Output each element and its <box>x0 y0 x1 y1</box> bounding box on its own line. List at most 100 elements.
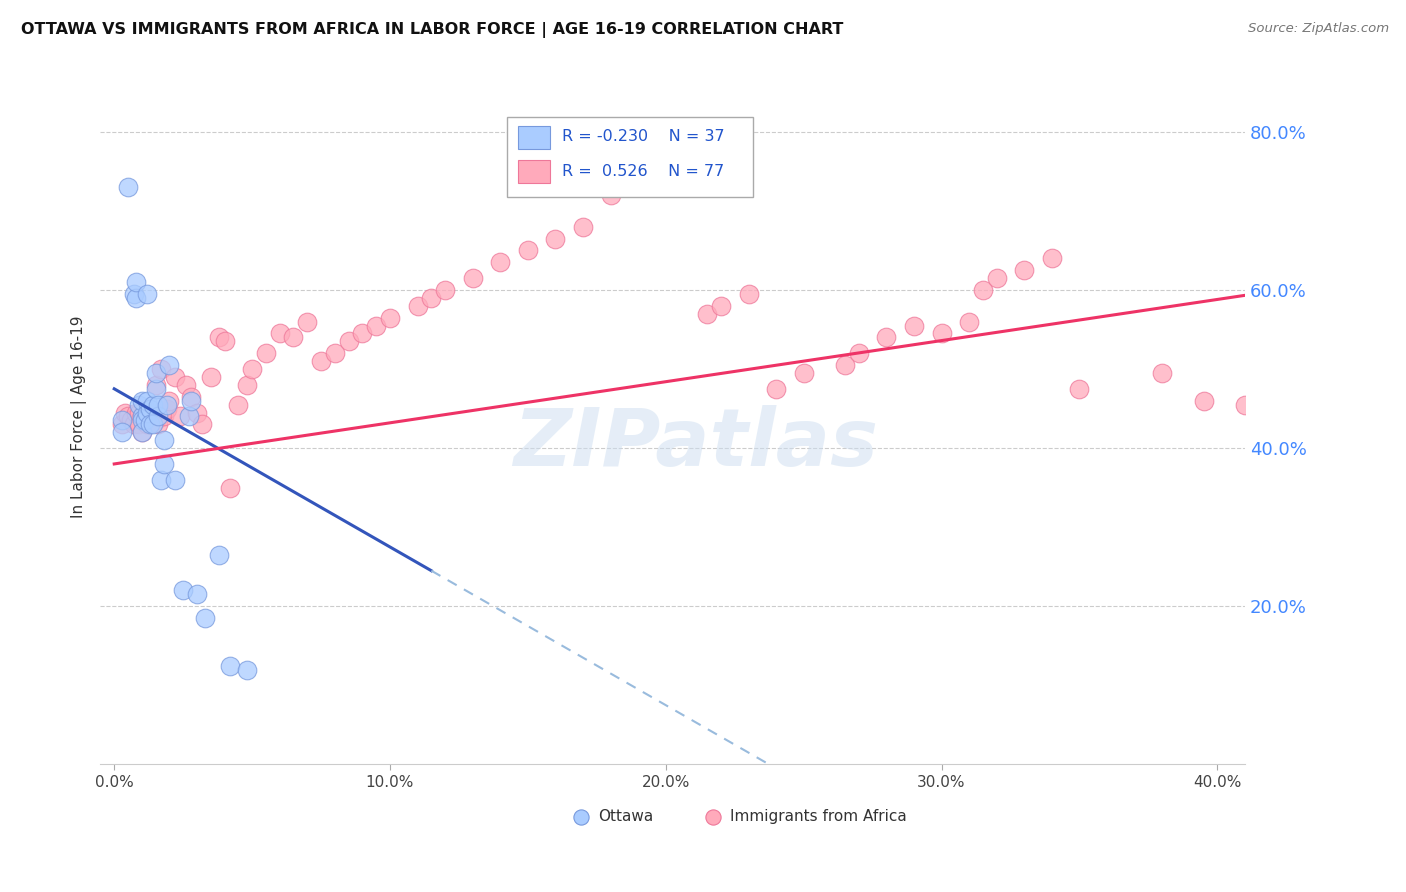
Point <box>125 275 148 289</box>
Text: Source: ZipAtlas.com: Source: ZipAtlas.com <box>1249 22 1389 36</box>
Point <box>111 425 134 440</box>
Point <box>145 413 167 427</box>
Point <box>186 587 208 601</box>
Point <box>131 425 153 440</box>
Point <box>136 405 159 419</box>
Point <box>148 417 170 432</box>
Point <box>516 244 538 258</box>
Y-axis label: In Labor Force | Age 16-19: In Labor Force | Age 16-19 <box>72 315 87 517</box>
Point <box>180 393 202 408</box>
Point <box>148 398 170 412</box>
Point <box>139 409 162 424</box>
Point <box>208 330 231 344</box>
Point <box>378 310 401 325</box>
Point <box>235 377 257 392</box>
FancyBboxPatch shape <box>506 117 752 197</box>
Point <box>489 255 512 269</box>
Text: R =  0.526    N = 77: R = 0.526 N = 77 <box>561 164 724 179</box>
Text: OTTAWA VS IMMIGRANTS FROM AFRICA IN LABOR FORCE | AGE 16-19 CORRELATION CHART: OTTAWA VS IMMIGRANTS FROM AFRICA IN LABO… <box>21 22 844 38</box>
Point <box>903 318 925 333</box>
Point <box>599 188 621 202</box>
Point <box>283 330 305 344</box>
Point <box>177 409 200 424</box>
Point <box>254 346 277 360</box>
Point <box>875 330 897 344</box>
Point <box>136 393 159 408</box>
Point <box>957 315 980 329</box>
Point <box>120 413 142 427</box>
Point <box>765 382 787 396</box>
Point <box>309 354 332 368</box>
Point <box>131 409 153 424</box>
Point <box>219 658 242 673</box>
Point <box>737 286 759 301</box>
Point <box>122 286 145 301</box>
Point <box>142 417 165 432</box>
Point <box>352 326 374 341</box>
Point <box>191 417 214 432</box>
Point <box>186 405 208 419</box>
Point <box>214 334 236 349</box>
Text: R = -0.230    N = 37: R = -0.230 N = 37 <box>561 129 724 145</box>
Point <box>235 663 257 677</box>
Text: Immigrants from Africa: Immigrants from Africa <box>730 809 907 824</box>
Point <box>139 417 162 432</box>
Point <box>848 346 870 360</box>
Point <box>163 473 186 487</box>
Point <box>434 283 457 297</box>
Point <box>145 377 167 392</box>
Point <box>150 473 173 487</box>
Point <box>1069 382 1091 396</box>
Point <box>1152 366 1174 380</box>
Point <box>156 401 179 416</box>
Point <box>710 299 733 313</box>
Point <box>986 271 1008 285</box>
Point <box>114 405 136 419</box>
Point <box>219 481 242 495</box>
Point <box>117 180 139 194</box>
Point <box>136 417 159 432</box>
Point <box>461 271 484 285</box>
Point <box>157 358 180 372</box>
Point <box>323 346 346 360</box>
Point <box>366 318 388 333</box>
Point <box>136 405 159 419</box>
Point <box>156 398 179 412</box>
Point <box>627 172 650 186</box>
FancyBboxPatch shape <box>519 161 550 184</box>
Text: ZIPatlas: ZIPatlas <box>513 405 879 483</box>
Point <box>406 299 429 313</box>
Point <box>145 366 167 380</box>
Point <box>117 409 139 424</box>
Point <box>194 611 217 625</box>
Point <box>169 409 191 424</box>
Point <box>297 315 319 329</box>
Point <box>793 366 815 380</box>
Point <box>931 326 953 341</box>
Point <box>153 409 176 424</box>
Point <box>142 405 165 419</box>
Point <box>972 283 994 297</box>
Point <box>131 413 153 427</box>
Point <box>125 291 148 305</box>
Point <box>1040 252 1063 266</box>
Point <box>1261 817 1284 831</box>
Point <box>111 413 134 427</box>
Point <box>139 401 162 416</box>
Point <box>269 326 291 341</box>
Point <box>655 164 678 178</box>
Point <box>145 382 167 396</box>
Point <box>136 286 159 301</box>
Point <box>1014 263 1036 277</box>
Point <box>200 370 222 384</box>
Point <box>696 307 718 321</box>
Point <box>228 398 250 412</box>
Point <box>150 362 173 376</box>
Point <box>131 409 153 424</box>
Point <box>180 390 202 404</box>
Point <box>544 231 567 245</box>
Point <box>1233 398 1256 412</box>
Point <box>1192 393 1215 408</box>
Point <box>136 409 159 424</box>
Point <box>131 393 153 408</box>
